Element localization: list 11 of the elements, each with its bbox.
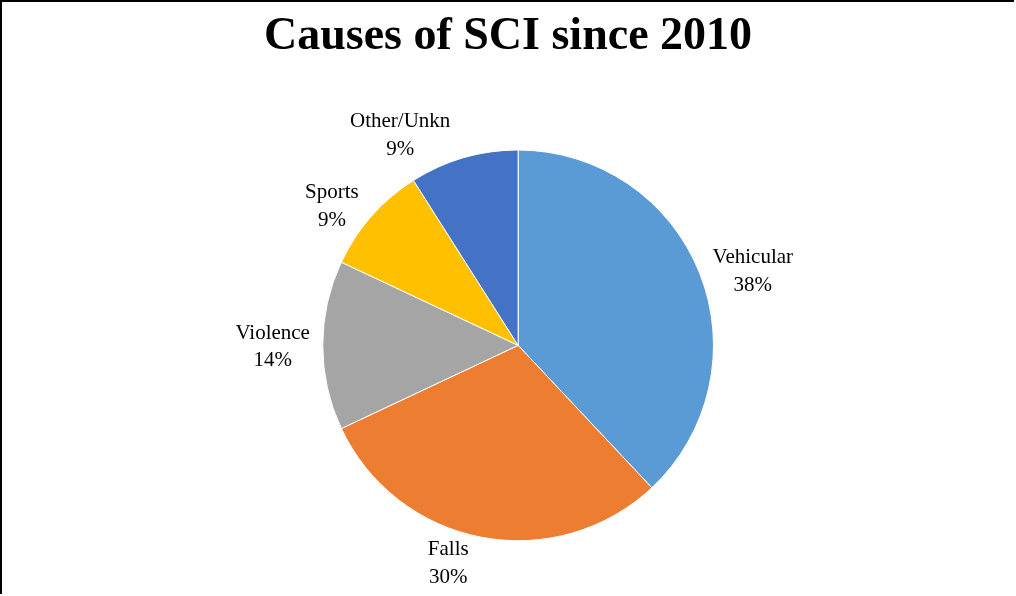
data-label: 14% [253,347,292,372]
data-label: 30% [429,563,468,588]
data-label: 9% [386,135,415,160]
data-label: 38% [733,271,773,296]
data-label: 9% [317,206,346,231]
slice-label: Violence [235,319,310,344]
chart-title: Causes of SCI since 2010 [263,8,753,59]
slice-label: Vehicular [712,244,794,269]
slice-label: Falls [427,536,469,561]
slice-label: Sports [305,179,359,204]
slice-label: Other/Unkn [349,108,451,133]
